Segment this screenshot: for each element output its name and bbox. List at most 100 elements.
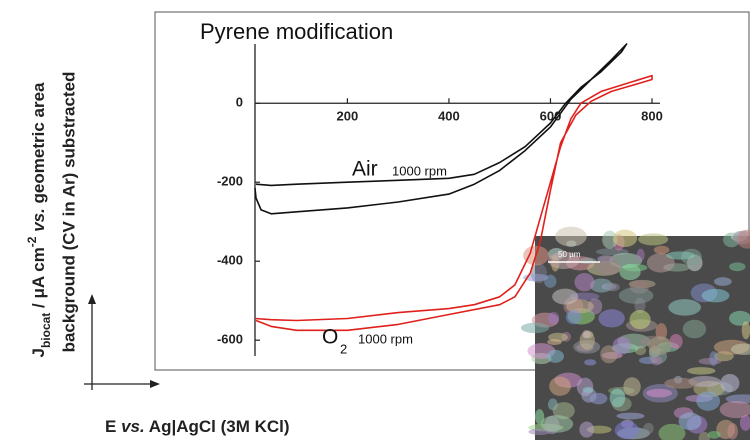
y-label-sub: biocat	[39, 313, 53, 348]
y-label-part: / μA cm	[29, 247, 48, 313]
texture	[520, 322, 550, 334]
texture	[650, 355, 663, 366]
texture	[682, 319, 707, 339]
texture	[582, 330, 591, 339]
texture	[638, 233, 669, 246]
y-tick-label: -200	[217, 174, 243, 189]
x-tick-label: 400	[438, 109, 460, 124]
texture	[616, 412, 645, 420]
texture	[636, 248, 645, 262]
texture	[596, 255, 620, 276]
texture	[623, 377, 641, 397]
texture	[739, 414, 750, 431]
texture	[609, 388, 626, 408]
texture	[612, 336, 631, 355]
texture	[701, 288, 730, 303]
annotation: 2	[340, 341, 347, 356]
x-label: E vs. Ag|AgCl (3M KCl)	[105, 417, 290, 436]
texture	[727, 423, 739, 440]
texture	[669, 334, 683, 350]
x-label-part: vs.	[121, 417, 145, 436]
texture	[731, 343, 750, 355]
texture	[658, 423, 686, 440]
texture	[614, 421, 639, 440]
texture	[566, 299, 594, 314]
x-tick-label: 200	[337, 109, 359, 124]
y-label-sup: -2	[25, 236, 39, 247]
texture	[544, 274, 557, 288]
y-label-part: geometric area	[29, 82, 48, 208]
texture	[664, 377, 698, 389]
texture	[598, 309, 625, 328]
sem-inset: 50 µm	[520, 226, 750, 440]
y-label-2: background (CV in Ar) substracted	[59, 72, 78, 353]
texture	[552, 402, 575, 420]
texture	[528, 428, 551, 435]
y-label: Jbiocat / μA cm-2 vs. geometric area	[25, 82, 53, 358]
y-label-1: Jbiocat / μA cm-2 vs. geometric area	[25, 82, 53, 358]
texture	[629, 310, 651, 330]
x-label-part: E	[105, 417, 121, 436]
annotation: 1000 rpm	[392, 163, 447, 178]
texture	[547, 338, 562, 346]
texture	[648, 336, 672, 355]
arrow-head	[150, 380, 160, 388]
annotation: O	[322, 326, 338, 349]
texture	[666, 251, 695, 260]
texture	[540, 415, 574, 433]
texture	[646, 253, 675, 273]
texture	[534, 409, 545, 425]
texture	[579, 257, 597, 265]
texture	[622, 263, 648, 272]
texture	[668, 299, 701, 316]
texture	[574, 272, 595, 292]
texture	[565, 310, 582, 325]
texture	[713, 277, 732, 286]
texture	[653, 245, 670, 255]
y-tick-label: -600	[217, 332, 243, 347]
texture	[618, 287, 654, 304]
texture	[552, 288, 579, 305]
texture	[698, 431, 710, 440]
cv-curve	[254, 43, 628, 215]
texture	[605, 282, 620, 292]
texture	[709, 351, 719, 366]
x-tick-label: 800	[641, 109, 663, 124]
chart-title: Pyrene modification	[200, 19, 393, 44]
texture	[678, 412, 702, 431]
texture	[612, 229, 638, 248]
texture	[589, 392, 608, 405]
texture	[720, 373, 740, 393]
texture	[584, 359, 597, 366]
texture	[579, 421, 595, 438]
y-tick-label: -400	[217, 253, 243, 268]
y-label: background (CV in Ar) substracted	[59, 72, 78, 353]
cv-curve	[254, 74, 653, 332]
texture	[546, 349, 564, 363]
texture	[555, 226, 587, 247]
texture	[549, 376, 571, 396]
texture	[719, 400, 750, 419]
texture	[687, 367, 716, 375]
texture	[696, 391, 720, 411]
texture	[729, 262, 746, 272]
y-label-part: J	[29, 348, 48, 357]
texture	[736, 229, 750, 249]
texture	[643, 422, 654, 434]
scale-label: 50 µm	[558, 250, 581, 259]
arrow-head	[88, 294, 96, 304]
texture	[548, 311, 560, 325]
texture	[587, 298, 603, 315]
texture	[582, 386, 594, 394]
annotation: 1000 rpm	[358, 331, 413, 346]
x-label-part: Ag|AgCl (3M KCl)	[145, 417, 290, 436]
y-tick-label: 0	[236, 95, 243, 110]
texture	[600, 345, 618, 364]
texture	[741, 321, 750, 340]
y-label-part: vs.	[29, 208, 48, 236]
texture	[548, 251, 580, 270]
texture	[707, 430, 721, 439]
annotation: Air	[352, 158, 378, 181]
texture	[646, 388, 673, 398]
